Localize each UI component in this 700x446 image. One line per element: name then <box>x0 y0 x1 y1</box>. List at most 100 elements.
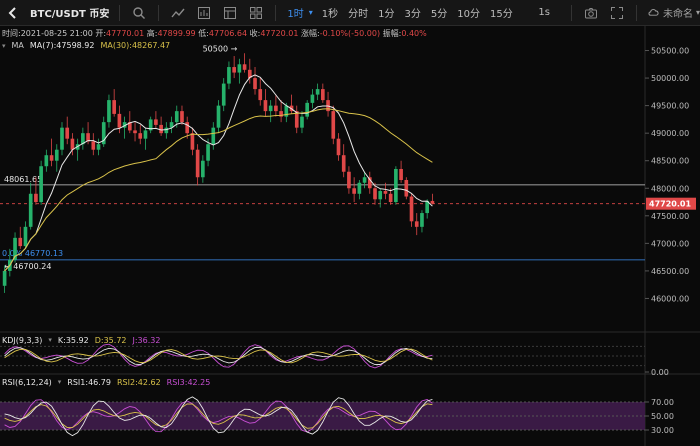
rsi3-line <box>4 399 433 433</box>
candle-body <box>28 193 33 227</box>
chevron-down-icon: ▾ <box>695 8 700 17</box>
candle-body <box>253 78 257 90</box>
candle-body <box>263 100 268 112</box>
candle-body <box>159 124 163 134</box>
candle-body <box>201 160 205 178</box>
kdj-k-value: K:35.92 <box>57 336 89 345</box>
candle-body <box>127 122 132 131</box>
ma30-value: MA(30):48267.47 <box>100 41 171 50</box>
camera-icon[interactable] <box>582 4 600 22</box>
divider <box>570 4 572 21</box>
amplitude-label: 振幅: <box>382 29 402 38</box>
search-icon[interactable] <box>130 4 148 22</box>
rsi-title[interactable]: RSI(6,12,24) <box>2 378 52 387</box>
candle-body <box>310 94 315 103</box>
rsi3-value: RSI3:42.25 <box>166 378 211 387</box>
candle-body <box>352 188 356 194</box>
timeframe-1s[interactable]: 1秒 <box>321 9 339 20</box>
candlestick-chart[interactable]: 50500.00 50000.00 49500.00 49000.00 48500.00… <box>0 26 700 446</box>
timeframe-1h[interactable]: 1时 <box>287 9 304 20</box>
candle-body <box>211 127 216 145</box>
candles: 50500 → <box>2 44 435 293</box>
high-label: 高: <box>146 29 158 38</box>
timeframe-10m[interactable]: 10分 <box>457 9 480 20</box>
open-value: 47770.01 <box>106 29 145 38</box>
candle-body <box>420 213 424 227</box>
collapse-icon[interactable]: ▾ <box>57 378 62 386</box>
price-tick-label: 48000.00 <box>651 184 689 193</box>
candle-body <box>81 133 85 145</box>
kdj-d-value: D:35.72 <box>94 336 127 345</box>
support-line-upper-label: 48061.65 <box>4 175 42 184</box>
candle-body <box>221 83 226 106</box>
candle-body <box>91 141 96 150</box>
candle-body <box>206 144 210 161</box>
candle-body <box>388 193 393 203</box>
symbol-label: BTC/USDT 币安 <box>30 9 110 20</box>
theme-selector[interactable]: 未命名 ▾ <box>647 5 700 21</box>
timeframe-1m[interactable]: 1分 <box>378 9 395 20</box>
candle-body <box>112 100 116 114</box>
candle-body <box>86 133 90 142</box>
compare-icon[interactable] <box>195 4 213 22</box>
timeframe-15m[interactable]: 15分 <box>490 9 513 20</box>
change-value: -0.10%(-50.00) <box>319 29 381 38</box>
candle-body <box>315 89 320 95</box>
candle-body <box>268 105 273 112</box>
chevron-down-icon[interactable]: ▾ <box>308 8 313 17</box>
candle-body <box>180 111 184 123</box>
high-value: 47899.99 <box>157 29 196 38</box>
fullscreen-icon[interactable] <box>608 4 626 22</box>
ma7-value: MA(7):47598.92 <box>29 41 95 50</box>
ma-title[interactable]: MA <box>11 41 24 50</box>
kdj-title[interactable]: KDJ(9,3,3) <box>2 336 43 345</box>
ohlc-info: 时间:2021-08-25 21:00 开:47770.01 高:47899.9… <box>2 28 427 39</box>
candle-body <box>341 155 346 172</box>
candle-body <box>404 180 409 197</box>
candle-body <box>96 144 101 150</box>
divider <box>119 4 121 21</box>
rsi-tick-label: 30.00 <box>651 426 674 435</box>
rsi-tick-label: 70.00 <box>651 398 674 407</box>
candle-body <box>383 191 388 194</box>
timeframe-tick[interactable]: 分时 <box>348 9 369 20</box>
candle-body <box>258 89 263 101</box>
candle-body <box>107 100 111 123</box>
candle-body <box>101 122 106 145</box>
candle-body <box>18 237 23 247</box>
divider <box>158 4 160 21</box>
rsi2-line <box>4 403 433 429</box>
indicator-icon[interactable] <box>169 4 187 22</box>
collapse-icon[interactable]: ▾ <box>48 336 52 344</box>
candle-body <box>242 64 247 70</box>
refresh-rate[interactable]: 1s <box>538 7 550 18</box>
candle-body <box>154 119 158 125</box>
price-tick-label: 46000.00 <box>651 294 689 303</box>
chevron-left-icon[interactable] <box>4 4 22 22</box>
timeframe-3m[interactable]: 3分 <box>404 9 421 20</box>
horizontal-lines: 48061.65 ← 46700.24 0.0% 46770.13 47720.01 <box>0 175 696 271</box>
candle-body <box>394 168 398 203</box>
candle-body <box>164 127 169 134</box>
low-label: 低: <box>198 29 209 38</box>
candle-body <box>169 122 174 128</box>
timeframe-5m[interactable]: 5分 <box>430 9 448 20</box>
rsi1-value: RSI1:46.79 <box>67 378 111 387</box>
template-icon[interactable] <box>221 4 239 22</box>
candle-body <box>378 191 383 200</box>
layout-icon[interactable] <box>247 4 265 22</box>
kdj-j-line <box>4 343 433 369</box>
symbol-selector[interactable]: BTC/USDT 币安 <box>26 5 113 20</box>
candle-body <box>39 166 43 203</box>
amplitude-value: 0.40% <box>401 29 427 38</box>
candle-body <box>117 113 122 128</box>
candle-body <box>227 67 231 84</box>
change-label: 涨幅: <box>301 29 320 38</box>
candle-body <box>294 111 299 128</box>
candle-body <box>357 182 362 194</box>
time-label: 时间: <box>2 29 21 38</box>
candle-body <box>148 119 153 131</box>
collapse-icon[interactable]: ▾ <box>2 41 6 50</box>
candle-body <box>143 130 148 139</box>
candle-body <box>414 221 419 227</box>
